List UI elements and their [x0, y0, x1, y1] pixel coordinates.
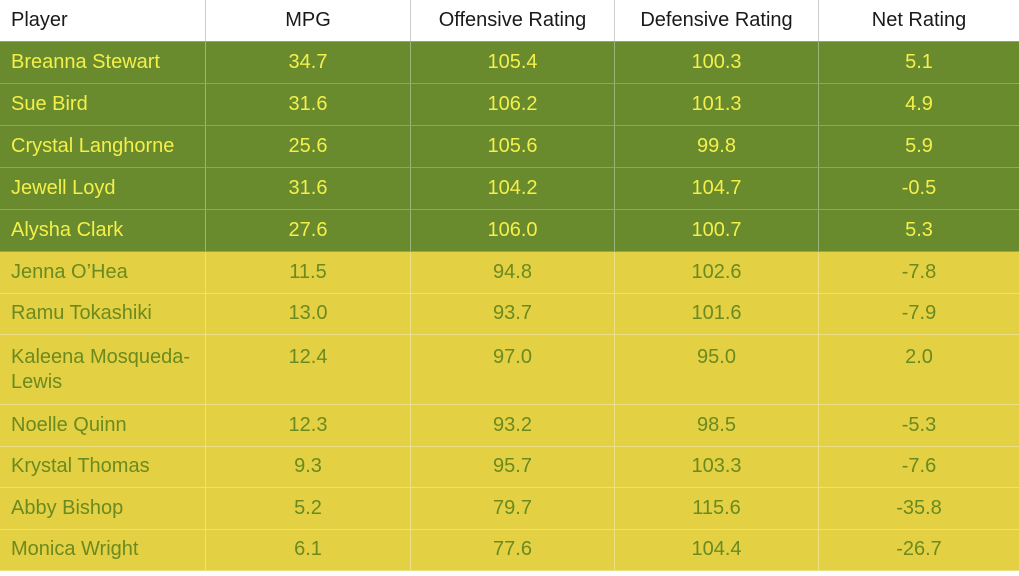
cell-player: Ramu Tokashiki: [0, 293, 206, 334]
cell-mpg: 27.6: [206, 210, 411, 251]
cell-net-rating: -5.3: [901, 413, 937, 436]
table-row: Kaleena Mosqueda-Lewis 12.4 97.0 95.0 2.…: [0, 335, 1019, 405]
cell-defensive-rating: 98.5: [615, 405, 819, 446]
cell-offensive-rating: 93.2: [411, 405, 615, 446]
cell-defensive-rating: 99.8: [615, 126, 819, 167]
cell-offensive-rating: 106.2: [411, 84, 615, 125]
cell-net-rating: 5.1: [905, 51, 933, 73]
cell-mpg: 12.3: [206, 405, 411, 446]
cell-defensive-rating: 102.6: [615, 252, 819, 293]
table-row: Jewell Loyd 31.6 104.2 104.7 -0.5: [0, 168, 1019, 210]
header-offensive-rating: Offensive Rating: [411, 0, 615, 41]
cell-mpg: 31.6: [206, 168, 411, 209]
header-net-rating: Net Rating: [871, 9, 967, 31]
cell-player: Abby Bishop: [0, 488, 206, 529]
cell-defensive-rating: 101.6: [615, 293, 819, 334]
cell-offensive-rating: 79.7: [411, 488, 615, 529]
cell-player: Jewell Loyd: [0, 168, 206, 209]
header-player: Player: [0, 0, 206, 41]
cell-net-rating: -26.7: [896, 538, 942, 561]
cell-offensive-rating: 97.0: [411, 335, 615, 404]
cell-mpg: 34.7: [206, 42, 411, 83]
cell-defensive-rating: 100.7: [615, 210, 819, 251]
cell-player: Crystal Langhorne: [0, 126, 206, 167]
table-row: Alysha Clark 27.6 106.0 100.7 5.3: [0, 210, 1019, 252]
cell-offensive-rating: 106.0: [411, 210, 615, 251]
cell-player: Monica Wright: [0, 529, 206, 570]
cell-mpg: 9.3: [206, 446, 411, 487]
cell-defensive-rating: 104.7: [615, 168, 819, 209]
table-row: Breanna Stewart 34.7 105.4 100.3 5.1: [0, 42, 1019, 84]
table-row: Jenna O’Hea 11.5 94.8 102.6 -7.8: [0, 252, 1019, 294]
cell-mpg: 5.2: [206, 488, 411, 529]
cell-defensive-rating: 100.3: [615, 42, 819, 83]
table-row: Sue Bird 31.6 106.2 101.3 4.9: [0, 84, 1019, 126]
cell-player: Jenna O’Hea: [0, 252, 206, 293]
cell-player: Alysha Clark: [0, 210, 206, 251]
cell-offensive-rating: 94.8: [411, 252, 615, 293]
cell-mpg: 6.1: [206, 529, 411, 570]
cell-player: Breanna Stewart: [0, 42, 206, 83]
cell-net-rating: -35.8: [896, 496, 942, 519]
cell-offensive-rating: 105.6: [411, 126, 615, 167]
cell-net-rating: 2.0: [905, 346, 933, 368]
cell-offensive-rating: 95.7: [411, 446, 615, 487]
cell-mpg: 11.5: [206, 252, 411, 293]
cell-net-rating: 4.9: [905, 93, 933, 115]
cell-player: Kaleena Mosqueda-Lewis: [0, 335, 206, 404]
header-mpg: MPG: [206, 0, 411, 41]
cell-net-rating: -7.6: [901, 455, 937, 478]
table-header-row: Player MPG Offensive Rating Defensive Ra…: [0, 0, 1019, 42]
cell-defensive-rating: 101.3: [615, 84, 819, 125]
cell-offensive-rating: 77.6: [411, 529, 615, 570]
table-row: Crystal Langhorne 25.6 105.6 99.8 5.9: [0, 126, 1019, 168]
cell-defensive-rating: 103.3: [615, 446, 819, 487]
table-row: Ramu Tokashiki 13.0 93.7 101.6 -7.9: [0, 293, 1019, 335]
header-defensive-rating: Defensive Rating: [615, 0, 819, 41]
cell-offensive-rating: 93.7: [411, 293, 615, 334]
cell-player: Noelle Quinn: [0, 405, 206, 446]
cell-mpg: 31.6: [206, 84, 411, 125]
cell-player: Krystal Thomas: [0, 446, 206, 487]
cell-mpg: 13.0: [206, 293, 411, 334]
cell-net-rating: 5.3: [905, 219, 933, 241]
cell-net-rating: 5.9: [905, 135, 933, 157]
cell-net-rating: -7.9: [901, 302, 937, 325]
table-row: Krystal Thomas 9.3 95.7 103.3 -7.6: [0, 446, 1019, 488]
cell-player: Sue Bird: [0, 84, 206, 125]
cell-offensive-rating: 105.4: [411, 42, 615, 83]
table-row: Monica Wright 6.1 77.6 104.4 -26.7: [0, 529, 1019, 571]
cell-net-rating: -7.8: [901, 260, 937, 283]
cell-offensive-rating: 104.2: [411, 168, 615, 209]
cell-defensive-rating: 104.4: [615, 529, 819, 570]
cell-defensive-rating: 95.0: [615, 335, 819, 404]
cell-mpg: 25.6: [206, 126, 411, 167]
cell-mpg: 12.4: [206, 335, 411, 404]
table-row: Abby Bishop 5.2 79.7 115.6 -35.8: [0, 488, 1019, 530]
cell-net-rating: -0.5: [901, 177, 937, 199]
cell-defensive-rating: 115.6: [615, 488, 819, 529]
table-row: Noelle Quinn 12.3 93.2 98.5 -5.3: [0, 405, 1019, 447]
